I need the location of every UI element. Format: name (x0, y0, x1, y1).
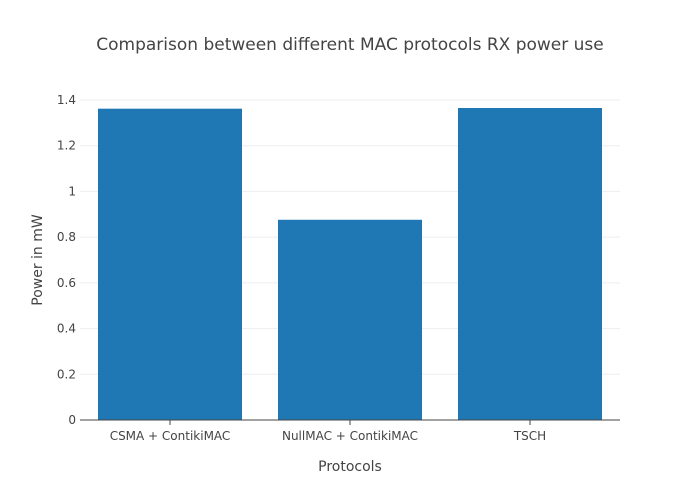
y-axis-ticks: 0 0.2 0.4 0.6 0.8 1 1.2 1.4 (57, 93, 76, 427)
y-axis-title: Power in mW (30, 214, 46, 306)
x-tick-label: CSMA + ContikiMAC (110, 429, 231, 443)
y-tick-label: 0.2 (57, 367, 76, 381)
y-tick-label: 0.6 (57, 276, 76, 290)
chart-title: Comparison between different MAC protoco… (96, 35, 604, 55)
bar (458, 108, 602, 420)
y-tick-label: 0 (68, 413, 76, 427)
y-tick-label: 1.4 (57, 93, 76, 107)
bar (98, 108, 242, 420)
y-tick-label: 1.2 (57, 139, 76, 153)
y-tick-label: 0.4 (57, 322, 76, 336)
y-tick-label: 0.8 (57, 230, 76, 244)
x-axis-title: Protocols (318, 459, 382, 475)
x-axis-ticks: CSMA + ContikiMAC NullMAC + ContikiMAC TSC… (110, 420, 546, 443)
y-tick-label: 1 (68, 184, 76, 198)
bar (278, 219, 422, 420)
x-tick-label: NullMAC + ContikiMAC (282, 429, 418, 443)
x-tick-label: TSCH (513, 429, 546, 443)
bars (98, 108, 602, 420)
